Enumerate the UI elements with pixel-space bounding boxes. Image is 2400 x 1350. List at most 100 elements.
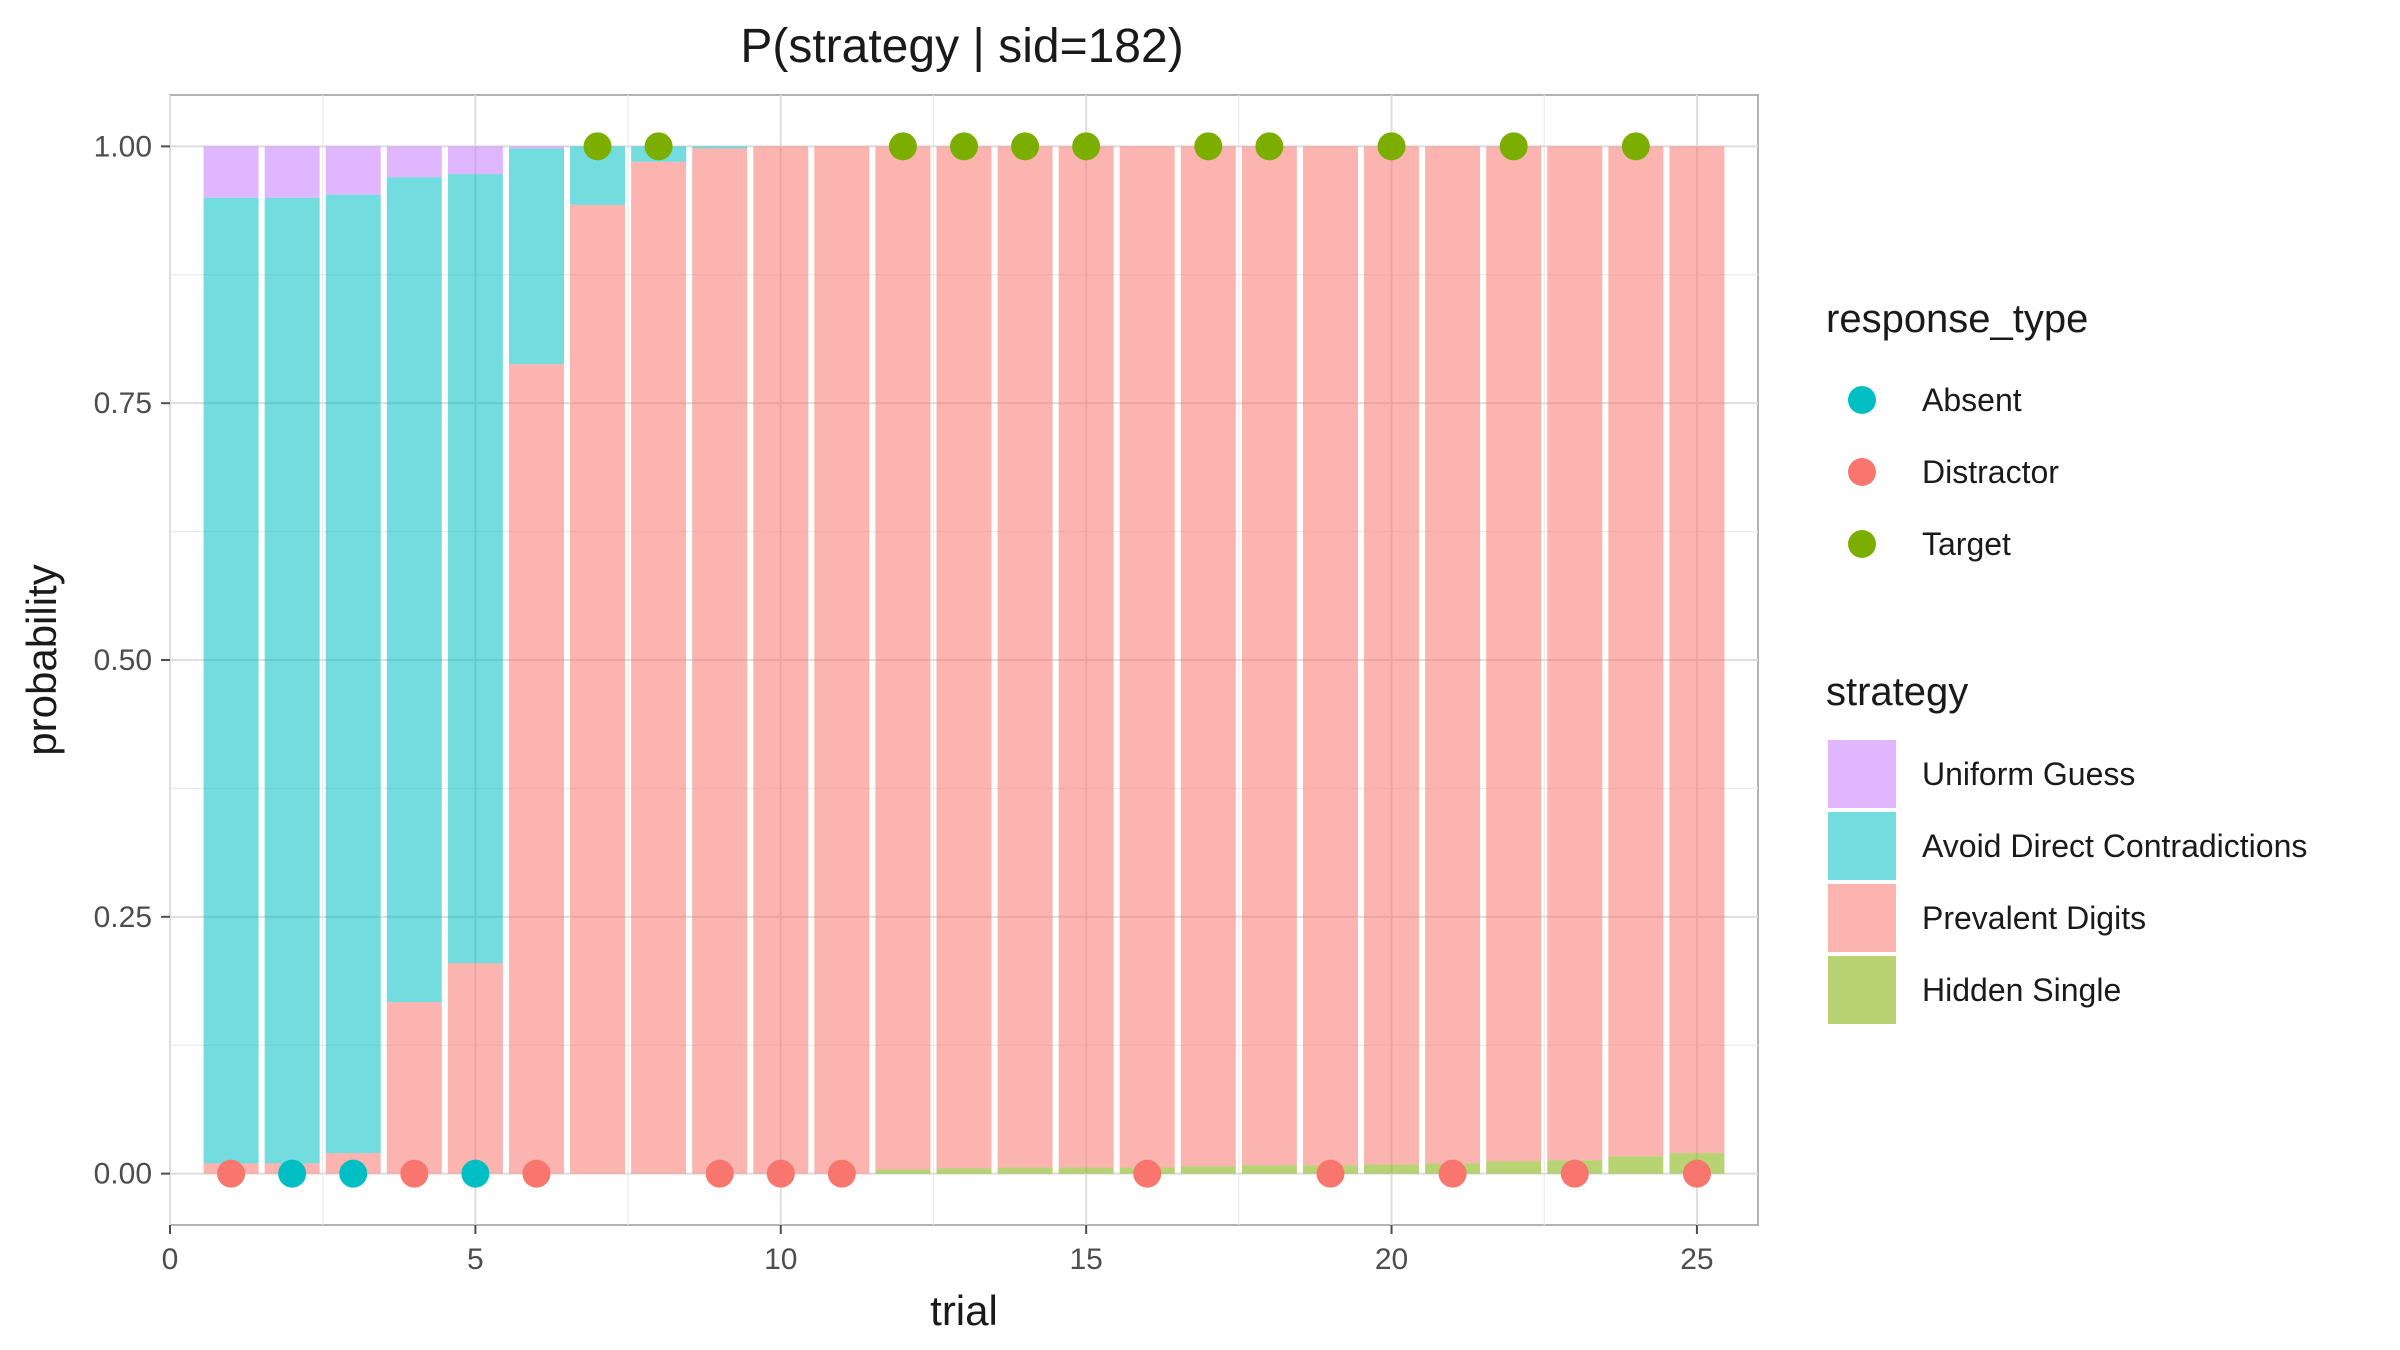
legend-swatch [1828, 740, 1896, 808]
legend-title-response-type: response_type [1826, 297, 2088, 341]
bar-segment [1425, 146, 1481, 1164]
bar-segment [1486, 146, 1542, 1162]
legend-point-distractor [1848, 458, 1876, 486]
response-point [1072, 132, 1101, 161]
x-tick-label: 10 [764, 1243, 797, 1276]
bar-segment [508, 146, 564, 149]
response-point [583, 132, 612, 161]
bar-segment [386, 146, 442, 178]
bar-segment [1547, 146, 1603, 1161]
legend-label: Distractor [1922, 454, 2059, 490]
bar-segment [508, 364, 564, 1174]
y-axis-title: probability [18, 564, 65, 755]
response-point [705, 1159, 734, 1188]
bar-segment [692, 148, 748, 1174]
bar-segment [386, 177, 442, 1003]
bar-segment [1058, 1167, 1114, 1174]
bar-segment [1241, 146, 1297, 1166]
bar-segment [203, 197, 259, 1164]
legend: response_type Absent Distractor Target strat… [1826, 297, 2307, 1024]
response-point [1255, 132, 1284, 161]
bar-segment [1669, 146, 1725, 1154]
response-point [400, 1159, 429, 1188]
bar-segment [447, 146, 503, 175]
response-point [1377, 132, 1406, 161]
legend-point-target [1848, 530, 1876, 558]
bar-segment [1302, 146, 1358, 1166]
response-point [1194, 132, 1223, 161]
response-point [1621, 132, 1650, 161]
response-point [1560, 1159, 1589, 1188]
bar-segment [508, 148, 564, 365]
bar-segment [1180, 1166, 1236, 1174]
legend-swatch [1828, 884, 1896, 952]
bar-segment [875, 146, 931, 1170]
response-points [217, 132, 1711, 1188]
bar-segment [447, 963, 503, 1174]
bars [203, 146, 1725, 1174]
bar-segment [1486, 1161, 1542, 1174]
bar-segment [325, 146, 381, 195]
bar-segment [875, 1169, 931, 1174]
response-point [1682, 1159, 1711, 1188]
bar-segment [325, 194, 381, 1154]
bar-segment [447, 174, 503, 964]
legend-swatch [1828, 956, 1896, 1024]
bar-segment [997, 146, 1053, 1168]
response-point [522, 1159, 551, 1188]
bar-segment [631, 161, 687, 1174]
bar-segment [753, 146, 809, 1174]
response-point [461, 1159, 490, 1188]
response-point [950, 132, 978, 161]
bar-segment [264, 146, 320, 198]
response-point [888, 132, 917, 161]
x-axis-title: trial [930, 1287, 998, 1334]
response-point [1438, 1159, 1467, 1188]
x-tick-label: 15 [1069, 1243, 1102, 1276]
x-tick-label: 0 [162, 1243, 179, 1276]
legend-swatch [1828, 812, 1896, 880]
x-tick-label: 25 [1680, 1243, 1713, 1276]
bar-segment [1364, 146, 1420, 1165]
bar-segment [1608, 146, 1664, 1157]
y-tick-label: 1.00 [94, 130, 152, 163]
bar-segment [264, 197, 320, 1164]
y-tick-label: 0.75 [94, 387, 152, 420]
response-point [766, 1159, 795, 1188]
legend-label: Uniform Guess [1922, 756, 2135, 792]
response-point [278, 1159, 307, 1188]
response-point [644, 132, 673, 161]
y-axis-ticks: 0.00 0.25 0.50 0.75 1.00 [94, 130, 170, 1191]
y-tick-label: 0.50 [94, 644, 152, 677]
bar-segment [203, 146, 259, 198]
response-point [1011, 132, 1040, 161]
x-tick-label: 20 [1375, 1243, 1408, 1276]
bar-segment [997, 1167, 1053, 1174]
legend-label: Avoid Direct Contradictions [1922, 828, 2307, 864]
bar-segment [1119, 146, 1175, 1168]
bar-segment [1364, 1164, 1420, 1174]
legend-label: Target [1922, 526, 2011, 562]
bar-segment [570, 204, 626, 1174]
legend-label: Prevalent Digits [1922, 900, 2146, 936]
legend-label: Hidden Single [1922, 972, 2121, 1008]
legend-label: Absent [1922, 382, 2022, 418]
response-point [827, 1159, 856, 1188]
y-tick-label: 0.25 [94, 901, 152, 934]
bar-segment [386, 1002, 442, 1174]
response-point [1499, 132, 1528, 161]
legend-title-strategy: strategy [1826, 670, 1968, 714]
response-point [339, 1159, 368, 1188]
bar-segment [1241, 1165, 1297, 1174]
bar-segment [1608, 1156, 1664, 1174]
y-tick-label: 0.00 [94, 1158, 152, 1191]
response-point [217, 1159, 246, 1188]
chart-title: P(strategy | sid=182) [740, 20, 1183, 73]
legend-point-absent [1848, 386, 1876, 414]
x-axis-ticks: 0 5 10 15 20 25 [162, 1225, 1714, 1276]
bar-segment [1180, 146, 1236, 1167]
response-point [1316, 1159, 1345, 1188]
x-tick-label: 5 [467, 1243, 484, 1276]
bar-segment [814, 146, 870, 1174]
